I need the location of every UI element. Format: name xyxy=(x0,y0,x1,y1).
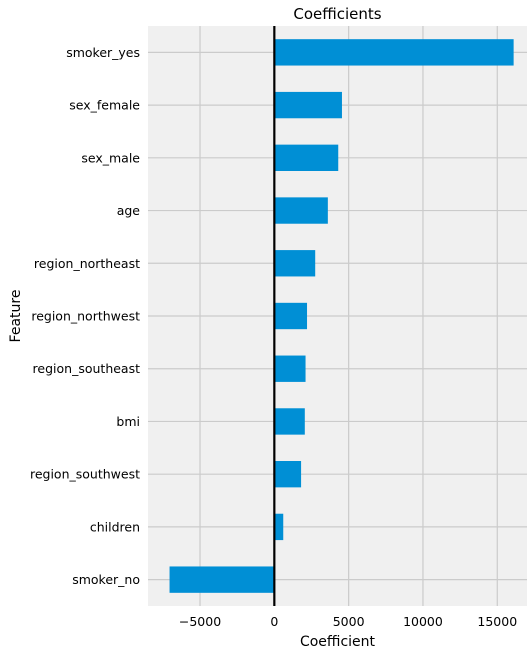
bar-bmi xyxy=(274,408,305,435)
x-tick-label: 15000 xyxy=(477,614,517,629)
y-tick-label: smoker_yes xyxy=(66,45,140,60)
x-tick-label: 10000 xyxy=(403,614,443,629)
x-tick-label: 5000 xyxy=(333,614,365,629)
bar-children xyxy=(274,513,284,541)
bar-region-northeast xyxy=(274,250,316,277)
bar-smoker-no xyxy=(169,566,275,593)
y-tick-label: sex_female xyxy=(69,98,140,113)
bar-region-northwest xyxy=(274,302,308,330)
x-tick-label: −5000 xyxy=(179,614,221,629)
y-tick-label: age xyxy=(117,203,141,218)
bar-region-southwest xyxy=(274,461,302,488)
x-tick-label: 0 xyxy=(270,614,278,629)
bar-sex-female xyxy=(274,91,342,119)
y-tick-label: region_northwest xyxy=(31,309,140,324)
bar-smoker-yes xyxy=(274,39,514,66)
y-tick-label: sex_male xyxy=(81,150,140,165)
y-tick-label: region_northeast xyxy=(34,256,140,271)
x-tick-labels: −5000 0 5000 10000 15000 xyxy=(179,614,517,629)
y-tick-label: children xyxy=(90,519,140,534)
chart-title: Coefficients xyxy=(293,5,381,23)
y-tick-label: region_southeast xyxy=(33,361,141,376)
y-tick-label: bmi xyxy=(116,414,140,429)
bar-region-southeast xyxy=(274,355,306,382)
y-axis-label: Feature xyxy=(8,290,24,343)
x-axis-label: Coefficient xyxy=(300,634,376,650)
y-tick-label: region_southwest xyxy=(30,467,140,482)
bars-layer xyxy=(169,39,514,593)
y-tick-label: smoker_no xyxy=(72,572,140,587)
bar-age xyxy=(274,197,328,224)
bar-sex-male xyxy=(274,144,339,171)
